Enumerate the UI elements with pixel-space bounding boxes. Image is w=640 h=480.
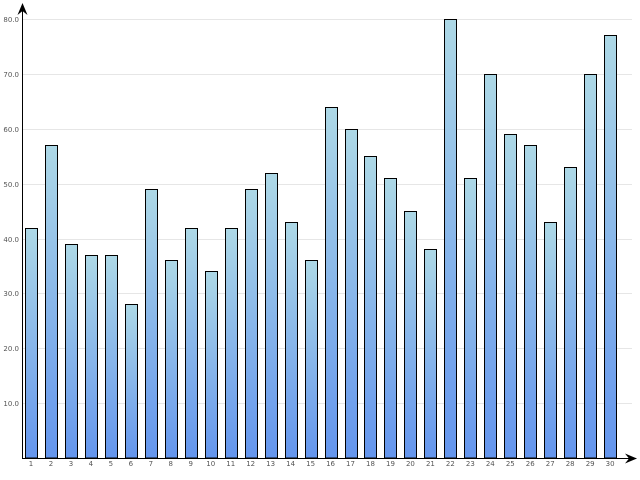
x-tick-label: 20 <box>406 460 415 468</box>
y-tick-label: 60.0 <box>3 126 19 134</box>
x-tick-label: 9 <box>189 460 193 468</box>
y-tick-label: 80.0 <box>3 16 19 24</box>
x-tick-label: 7 <box>149 460 153 468</box>
y-tick-label: 70.0 <box>3 71 19 79</box>
x-tick-label: 23 <box>466 460 475 468</box>
x-axis-arrow <box>625 453 637 464</box>
bar-13 <box>265 173 278 459</box>
bar-29 <box>584 74 597 459</box>
x-tick-label: 11 <box>226 460 235 468</box>
bar-10 <box>205 271 218 459</box>
bar-14 <box>285 222 298 459</box>
bar-25 <box>504 134 517 459</box>
x-tick-label: 13 <box>266 460 275 468</box>
bar-9 <box>185 228 198 459</box>
bar-18 <box>364 156 377 459</box>
bar-8 <box>165 260 178 459</box>
bar-30 <box>604 35 617 459</box>
x-tick-label: 2 <box>49 460 53 468</box>
bar-27 <box>544 222 557 459</box>
axes <box>17 3 637 464</box>
bar-1 <box>25 228 38 459</box>
bar-15 <box>305 260 318 459</box>
x-tick-label: 14 <box>286 460 295 468</box>
x-tick-label: 17 <box>346 460 355 468</box>
bar-24 <box>484 74 497 459</box>
x-tick-label: 21 <box>426 460 435 468</box>
bar-21 <box>424 249 437 459</box>
bar-20 <box>404 211 417 459</box>
y-tick-label: 50.0 <box>3 181 19 189</box>
bar-6 <box>125 304 138 459</box>
x-tick-label: 30 <box>606 460 615 468</box>
x-tick-label: 12 <box>246 460 255 468</box>
bar-12 <box>245 189 258 459</box>
bar-23 <box>464 178 477 459</box>
x-tick-label: 15 <box>306 460 315 468</box>
x-tick-label: 1 <box>29 460 33 468</box>
y-tick-label: 30.0 <box>3 290 19 298</box>
x-tick-label: 5 <box>109 460 113 468</box>
x-tick-label: 6 <box>129 460 134 468</box>
x-tick-label: 24 <box>486 460 495 468</box>
y-axis-arrow <box>17 3 28 15</box>
bar-3 <box>65 244 78 459</box>
x-tick-label: 22 <box>446 460 455 468</box>
x-tick-label: 27 <box>546 460 555 468</box>
y-tick-label: 20.0 <box>3 345 19 353</box>
x-tick-labels: 1 2 3 4 5 6 7 8 9 10 11 12 13 14 15 16 17 18 19 20 21 22 23 24 2… <box>29 460 615 468</box>
bar-22 <box>444 19 457 459</box>
x-tick-label: 28 <box>566 460 575 468</box>
bar-28 <box>564 167 577 459</box>
bar-11 <box>225 228 238 459</box>
bar-17 <box>345 129 358 459</box>
bar-4 <box>85 255 98 459</box>
y-tick-label: 40.0 <box>3 236 19 244</box>
y-tick-label: 10.0 <box>3 400 19 408</box>
bar-26 <box>524 145 537 459</box>
x-tick-label: 3 <box>69 460 73 468</box>
bar-7 <box>145 189 158 459</box>
bars <box>25 19 617 459</box>
x-tick-label: 19 <box>386 460 395 468</box>
bar-16 <box>325 107 338 459</box>
x-tick-label: 4 <box>89 460 94 468</box>
x-tick-label: 8 <box>169 460 173 468</box>
bar-2 <box>45 145 58 459</box>
bar-5 <box>105 255 118 459</box>
x-tick-label: 29 <box>586 460 595 468</box>
y-tick-labels: 10.0 20.0 30.0 40.0 50.0 60.0 70.0 80.0 <box>3 16 19 408</box>
x-tick-label: 10 <box>206 460 215 468</box>
x-tick-label: 16 <box>326 460 335 468</box>
x-tick-label: 18 <box>366 460 375 468</box>
x-tick-label: 25 <box>506 460 515 468</box>
bar-19 <box>384 178 397 459</box>
x-tick-label: 26 <box>526 460 535 468</box>
